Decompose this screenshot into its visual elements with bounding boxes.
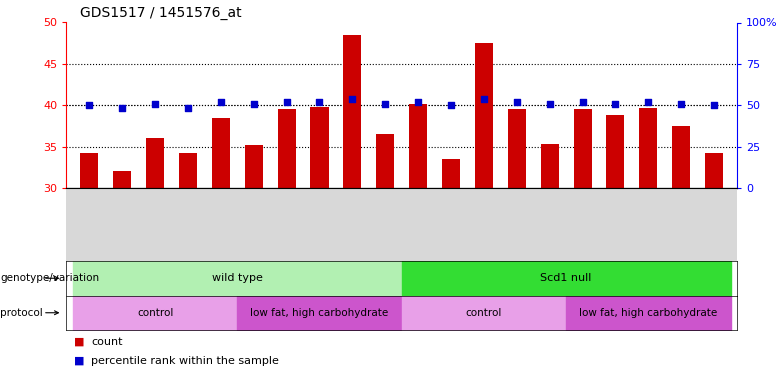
Point — [379, 100, 392, 106]
Point — [116, 105, 129, 111]
Bar — [113, 171, 131, 188]
Bar — [146, 138, 164, 188]
Text: wild type: wild type — [212, 273, 263, 283]
Point — [412, 99, 424, 105]
Bar — [409, 104, 427, 188]
Bar — [343, 35, 361, 188]
Text: percentile rank within the sample: percentile rank within the sample — [91, 356, 279, 366]
Bar — [606, 115, 625, 188]
Bar — [278, 110, 296, 188]
Point — [215, 99, 227, 105]
Point — [280, 99, 292, 105]
Bar — [705, 153, 723, 188]
Bar — [640, 108, 658, 188]
Bar — [475, 43, 493, 188]
Bar — [508, 110, 526, 188]
Point — [707, 102, 720, 108]
Point — [576, 99, 589, 105]
Point — [477, 96, 490, 102]
Bar — [310, 107, 328, 188]
Text: GDS1517 / 1451576_at: GDS1517 / 1451576_at — [80, 6, 241, 20]
Point — [511, 99, 523, 105]
Bar — [80, 153, 98, 188]
Point — [182, 105, 194, 111]
Bar — [179, 153, 197, 188]
Text: control: control — [466, 308, 502, 318]
Text: low fat, high carbohydrate: low fat, high carbohydrate — [580, 308, 718, 318]
Bar — [541, 144, 558, 188]
Text: low fat, high carbohydrate: low fat, high carbohydrate — [250, 308, 388, 318]
Point — [609, 100, 622, 106]
Text: count: count — [91, 337, 122, 347]
Point — [642, 99, 654, 105]
Point — [149, 100, 161, 106]
Bar — [212, 118, 230, 188]
Text: Scd1 null: Scd1 null — [541, 273, 592, 283]
Bar — [245, 145, 263, 188]
Point — [346, 96, 359, 102]
Point — [544, 100, 556, 106]
Text: ■: ■ — [74, 337, 84, 347]
Bar — [376, 134, 395, 188]
Text: ■: ■ — [74, 356, 84, 366]
Text: genotype/variation: genotype/variation — [0, 273, 99, 283]
Bar — [672, 126, 690, 188]
Bar — [442, 159, 460, 188]
Point — [83, 102, 96, 108]
Point — [445, 102, 457, 108]
Bar — [573, 110, 591, 188]
Point — [247, 100, 260, 106]
Text: protocol: protocol — [0, 308, 43, 318]
Point — [314, 99, 326, 105]
Point — [675, 100, 687, 106]
Text: control: control — [137, 308, 173, 318]
